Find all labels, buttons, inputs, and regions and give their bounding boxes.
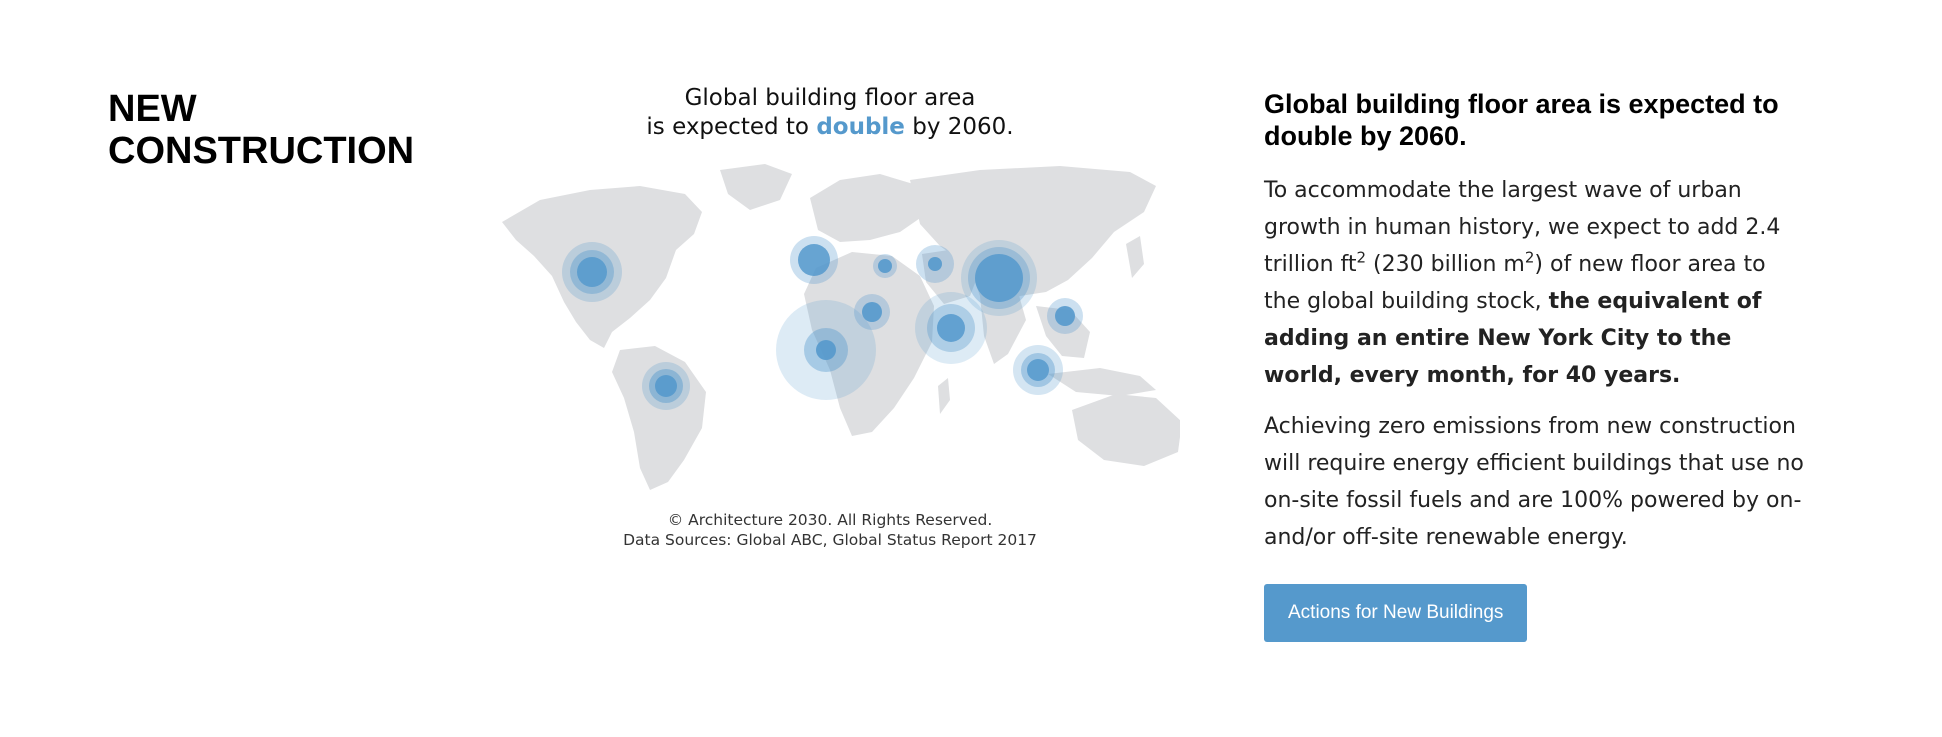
info-paragraph-2: Achieving zero emissions from new constr… — [1264, 414, 1804, 550]
landmass-europe — [810, 174, 926, 242]
continents — [502, 164, 1180, 490]
superscript-2: 2 — [1524, 248, 1535, 267]
bubble-north-america — [562, 242, 622, 302]
landmass-greenland — [720, 164, 792, 210]
bubble-africa — [776, 300, 876, 400]
floor-area-map-graphic: Global building floor area is expected t… — [480, 84, 1180, 564]
landmass-madagascar — [938, 378, 950, 414]
map-credits: © Architecture 2030. All Rights Reserved… — [480, 510, 1180, 550]
landmass-india — [980, 292, 1026, 364]
landmass-indonesia — [1048, 368, 1156, 396]
p1-text-b: (230 billion m — [1366, 252, 1525, 277]
bubble-eastern-europe — [873, 254, 897, 278]
bubble-middle-east — [854, 294, 890, 330]
world-map — [502, 164, 1180, 490]
map-headline-line1: Global building floor area — [684, 85, 976, 111]
landmass-southeast-asia — [1036, 306, 1090, 358]
bubble-east-asia — [1047, 298, 1083, 334]
bubble-central-asia — [916, 245, 954, 283]
p1-text-a: To accommodate the largest wave of urban… — [1264, 178, 1781, 277]
copyright-text: © Architecture 2030. All Rights Reserved… — [667, 511, 993, 529]
section-title: NEW CONSTRUCTION — [108, 88, 415, 172]
p1-bold-text: the equivalent of adding an entire New Y… — [1264, 289, 1762, 388]
headline-prefix: is expected to — [646, 114, 817, 140]
headline-suffix: by 2060. — [904, 114, 1014, 140]
bubble-china — [961, 240, 1037, 316]
info-heading: Global building floor area is expected t… — [1264, 89, 1779, 151]
info-column: Global building floor area is expected t… — [1264, 88, 1804, 642]
superscript-2: 2 — [1356, 248, 1367, 267]
landmass-africa — [804, 252, 934, 436]
bubble-india — [915, 292, 987, 364]
map-headline-line2: is expected to double by 2060. — [480, 113, 1180, 142]
landmass-australia — [1072, 394, 1180, 466]
p1-text-c: ) of new floor area to the global buildi… — [1264, 252, 1766, 314]
bubble-southeast-asia — [1013, 345, 1063, 395]
headline-accent: double — [816, 114, 905, 140]
bubble-south-america — [642, 362, 690, 410]
growth-bubbles — [562, 236, 1083, 410]
actions-for-new-buildings-button[interactable]: Actions for New Buildings — [1264, 584, 1528, 642]
map-headline: Global building floor area is expected t… — [480, 84, 1180, 142]
landmass-japan — [1126, 236, 1144, 278]
landmass-asia — [910, 166, 1156, 310]
data-sources-text: Data Sources: Global ABC, Global Status … — [623, 531, 1037, 549]
landmass-south-america — [612, 346, 706, 490]
info-paragraph-1: To accommodate the largest wave of urban… — [1264, 172, 1804, 394]
bubble-europe — [790, 236, 838, 284]
